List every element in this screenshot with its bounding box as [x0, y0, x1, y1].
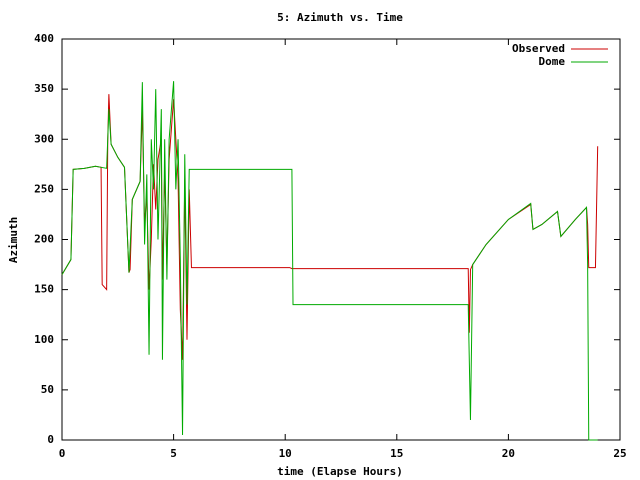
legend-label: Observed — [512, 42, 565, 55]
y-tick-label: 250 — [34, 182, 54, 195]
x-tick-label: 5 — [170, 447, 177, 460]
y-tick-label: 350 — [34, 82, 54, 95]
x-tick-label: 15 — [390, 447, 403, 460]
chart-title: 5: Azimuth vs. Time — [277, 11, 403, 24]
y-tick-label: 200 — [34, 233, 54, 246]
y-tick-label: 0 — [47, 433, 54, 446]
y-tick-label: 300 — [34, 132, 54, 145]
y-tick-label: 50 — [41, 383, 54, 396]
x-tick-label: 25 — [613, 447, 626, 460]
y-tick-label: 150 — [34, 283, 54, 296]
x-tick-label: 0 — [59, 447, 66, 460]
x-axis-label: time (Elapse Hours) — [277, 465, 403, 478]
y-tick-label: 100 — [34, 333, 54, 346]
x-tick-label: 10 — [279, 447, 292, 460]
series-line — [61, 94, 599, 360]
legend-label: Dome — [539, 55, 566, 68]
plot-border — [61, 38, 621, 441]
series-line — [61, 81, 598, 441]
x-tick-label: 20 — [502, 447, 515, 460]
y-axis-label: Azimuth — [7, 217, 20, 263]
y-tick-label: 400 — [34, 32, 54, 45]
